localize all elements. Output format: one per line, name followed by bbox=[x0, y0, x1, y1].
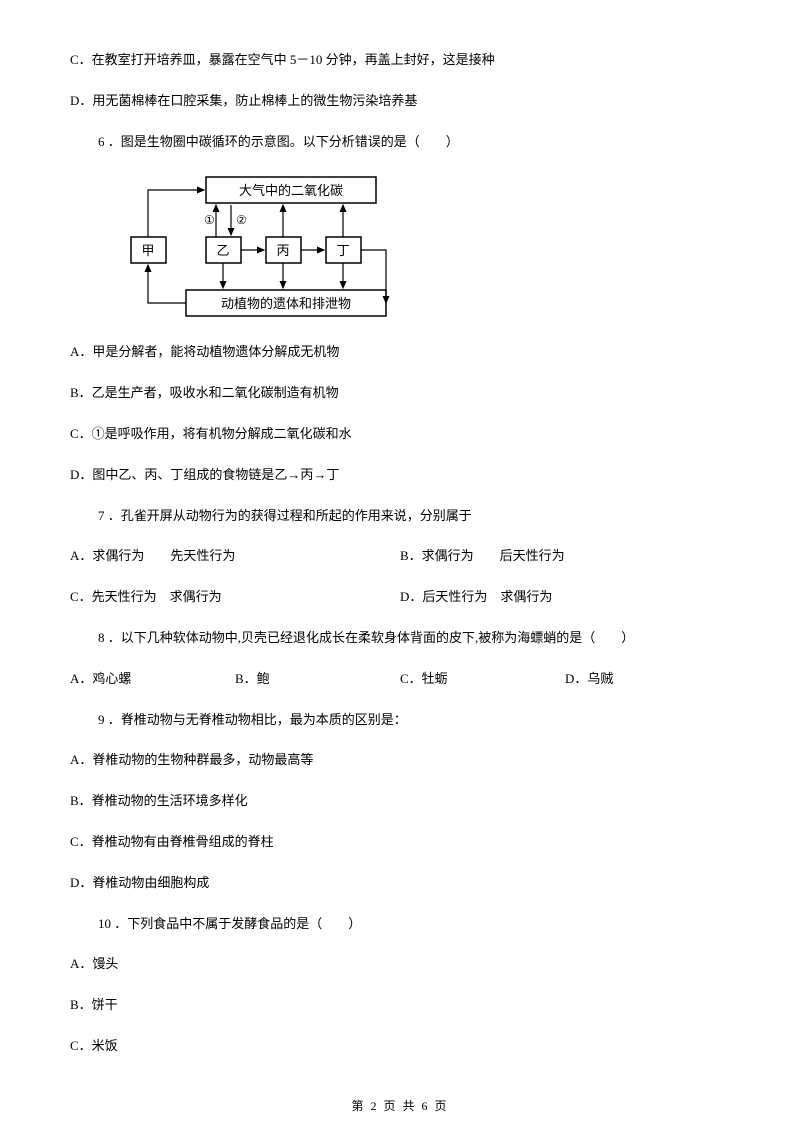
page-footer: 第 2 页 共 6 页 bbox=[70, 1097, 730, 1116]
q8-option-a: A．鸡心螺 bbox=[70, 669, 235, 690]
q7-stem: 7 ．孔雀开屏从动物行为的获得过程和所起的作用来说，分别属于 bbox=[98, 506, 730, 527]
q7-option-c: C．先天性行为 求偶行为 bbox=[70, 587, 400, 608]
q6-option-b: B．乙是生产者，吸收水和二氧化碳制造有机物 bbox=[70, 383, 730, 404]
q6-stem: 6 ．图是生物圈中碳循环的示意图。以下分析错误的是（ ） bbox=[98, 132, 730, 153]
q5-option-c: C．在教室打开培养皿，暴露在空气中 5－10 分钟，再盖上封好，这是接种 bbox=[70, 50, 730, 71]
diagram-label1: ① bbox=[204, 213, 215, 227]
diagram-n3: 丁 bbox=[336, 243, 349, 258]
diagram-bottom-text: 动植物的遗体和排泄物 bbox=[221, 296, 351, 311]
q9-option-b: B．脊椎动物的生活环境多样化 bbox=[70, 791, 730, 812]
q9-option-d: D．脊椎动物由细胞构成 bbox=[70, 873, 730, 894]
diagram-n2: 丙 bbox=[276, 243, 289, 258]
q9-option-a: A．脊椎动物的生物种群最多，动物最高等 bbox=[70, 750, 730, 771]
q8-option-c: C．牡蛎 bbox=[400, 669, 565, 690]
q7-option-b: B．求偶行为 后天性行为 bbox=[400, 546, 730, 567]
q8-options: A．鸡心螺 B．鲍 C．牡蛎 D．乌贼 bbox=[70, 669, 730, 690]
q6-diagram: 大气中的二氧化碳 甲 乙 丙 丁 动植物的遗体和排泄物 bbox=[126, 172, 406, 322]
q10-option-a: A．馒头 bbox=[70, 954, 730, 975]
q5-option-d: D．用无菌棉棒在口腔采集，防止棉棒上的微生物污染培养基 bbox=[70, 91, 730, 112]
q7-row2: C．先天性行为 求偶行为 D．后天性行为 求偶行为 bbox=[70, 587, 730, 608]
q6-option-c: C．①是呼吸作用，将有机物分解成二氧化碳和水 bbox=[70, 424, 730, 445]
q8-stem: 8 ．以下几种软体动物中,贝壳已经退化成长在柔软身体背面的皮下,被称为海螵蛸的是… bbox=[98, 628, 730, 649]
q9-option-c: C．脊椎动物有由脊椎骨组成的脊柱 bbox=[70, 832, 730, 853]
page-content: C．在教室打开培养皿，暴露在空气中 5－10 分钟，再盖上封好，这是接种 D．用… bbox=[0, 0, 800, 1146]
diagram-n1: 乙 bbox=[216, 243, 229, 258]
q6-option-d: D．图中乙、丙、丁组成的食物链是乙→丙→丁 bbox=[70, 465, 730, 486]
q10-option-c: C．米饭 bbox=[70, 1036, 730, 1057]
q6-option-a: A．甲是分解者，能将动植物遗体分解成无机物 bbox=[70, 342, 730, 363]
diagram-label2: ② bbox=[236, 213, 247, 227]
q7-option-d: D．后天性行为 求偶行为 bbox=[400, 587, 730, 608]
q10-stem: 10 ．下列食品中不属于发酵食品的是（ ） bbox=[98, 914, 730, 935]
q8-option-b: B．鲍 bbox=[235, 669, 400, 690]
q10-option-b: B．饼干 bbox=[70, 995, 730, 1016]
q9-stem: 9 ．脊椎动物与无脊椎动物相比，最为本质的区别是： bbox=[98, 710, 730, 731]
q8-option-d: D．乌贼 bbox=[565, 669, 730, 690]
diagram-left-text: 甲 bbox=[141, 243, 154, 258]
diagram-top-text: 大气中的二氧化碳 bbox=[239, 183, 343, 198]
q7-row1: A．求偶行为 先天性行为 B．求偶行为 后天性行为 bbox=[70, 546, 730, 567]
q7-option-a: A．求偶行为 先天性行为 bbox=[70, 546, 400, 567]
carbon-cycle-svg: 大气中的二氧化碳 甲 乙 丙 丁 动植物的遗体和排泄物 bbox=[126, 172, 406, 322]
